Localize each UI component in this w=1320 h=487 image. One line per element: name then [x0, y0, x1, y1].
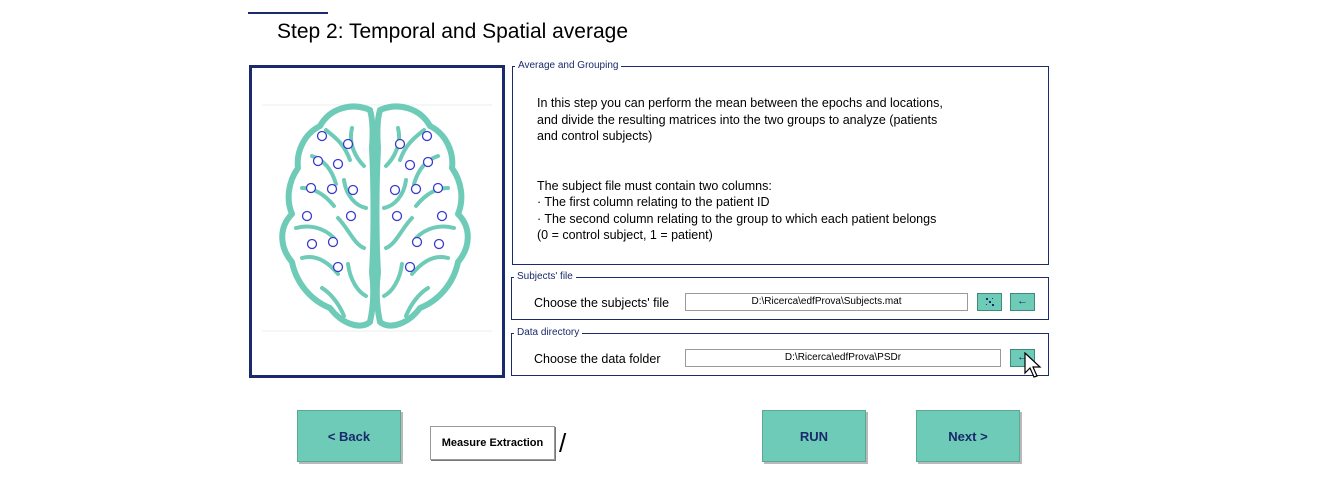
run-button[interactable]: RUN: [762, 410, 866, 462]
subjects-file-path-field[interactable]: D:\Ricerca\edfProva\Subjects.mat: [685, 293, 968, 311]
browse-icon: [986, 298, 994, 306]
subjects-file-panel: Subjects' file Choose the subjects' file…: [511, 272, 1049, 320]
back-arrow-icon: ←: [1017, 295, 1028, 307]
back-button[interactable]: < Back: [297, 410, 401, 462]
mouse-cursor-icon: [1024, 352, 1042, 378]
subjects-file-legend: Subjects' file: [517, 271, 573, 282]
brain-image-panel: [249, 65, 505, 378]
page-title: Step 2: Temporal and Spatial average: [277, 20, 629, 43]
data-folder-path-field[interactable]: D:\Ricerca\edfProva\PSDr: [685, 349, 1001, 367]
title-rule: [248, 12, 328, 14]
data-directory-legend: Data directory: [517, 327, 580, 338]
data-folder-label: Choose the data folder: [534, 352, 661, 366]
data-directory-panel: Data directory Choose the data folder D:…: [511, 328, 1049, 376]
description-paragraph-1: In this step you can perform the mean be…: [537, 96, 943, 143]
average-grouping-legend: Average and Grouping: [518, 60, 619, 71]
subjects-file-label: Choose the subjects' file: [534, 296, 670, 310]
path-separator-text: /: [559, 428, 567, 458]
average-grouping-panel: Average and Grouping In this step you ca…: [512, 61, 1049, 265]
browse-file-button[interactable]: [977, 293, 1002, 311]
step-description: In this step you can perform the mean be…: [537, 95, 1007, 244]
description-paragraph-2: The subject file must contain two column…: [537, 178, 937, 243]
subjects-file-back-button[interactable]: ←: [1010, 293, 1035, 311]
measure-extraction-button[interactable]: Measure Extraction: [430, 426, 555, 460]
next-button[interactable]: Next >: [916, 410, 1020, 462]
brain-icon: [262, 103, 492, 332]
back-arrow-icon: ←: [1017, 351, 1028, 363]
